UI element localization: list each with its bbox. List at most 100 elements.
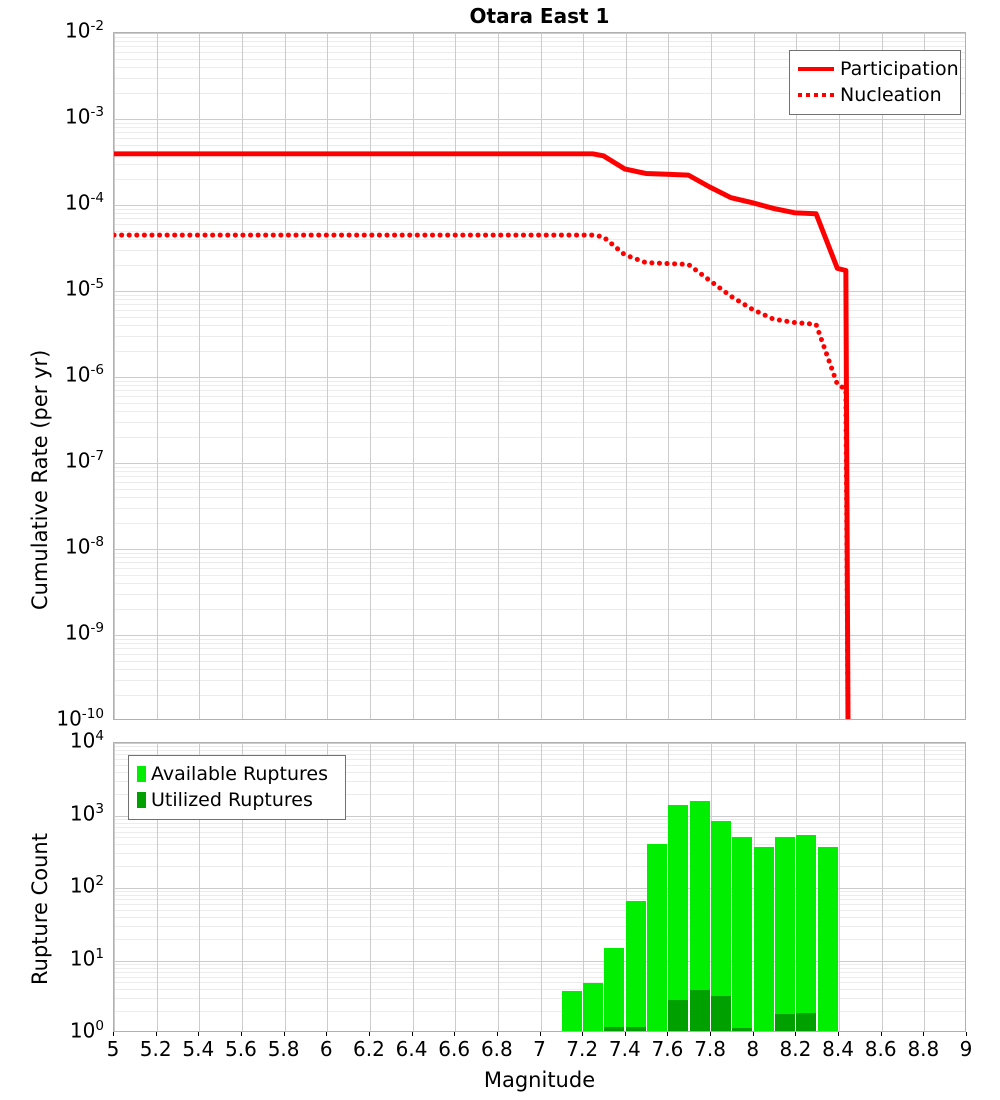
gridline-vertical: [924, 743, 926, 1031]
legend-item-label: Available Ruptures: [151, 763, 328, 785]
gridline-minor: [114, 971, 965, 973]
gridline-minor: [114, 265, 965, 267]
gridline-minor: [114, 316, 965, 318]
gridline-vertical: [625, 33, 627, 719]
gridline-minor: [114, 638, 965, 640]
y-tick-mantissa: 10: [69, 728, 96, 753]
gridline-major: [114, 743, 965, 744]
bar-utilized: [732, 1028, 753, 1031]
gridline-major: [114, 815, 965, 817]
gridline-vertical: [497, 33, 499, 719]
gridline-vertical: [711, 33, 713, 719]
mfd-curves: [114, 151, 851, 719]
gridline-minor: [114, 853, 965, 855]
x-tick-mark: [752, 1032, 754, 1036]
legend-item[interactable]: Available Ruptures: [137, 761, 337, 787]
gridline-vertical: [241, 743, 243, 1031]
x-tick-mark: [795, 1032, 797, 1036]
gridline-minor: [114, 643, 965, 645]
gridline-minor: [114, 471, 965, 473]
bar-available: [625, 901, 646, 1031]
y-tick-mantissa: 10: [64, 104, 91, 129]
bar-available: [817, 847, 838, 1031]
y-tick-label: 10-4: [65, 190, 104, 215]
y-tick-mantissa: 10: [64, 362, 91, 387]
gridline-vertical: [156, 743, 158, 1031]
gridline-minor: [114, 36, 965, 38]
gridline-vertical: [369, 743, 371, 1031]
bar-available: [668, 805, 689, 1031]
legend-item[interactable]: Nucleation: [798, 82, 952, 108]
bar-utilized: [668, 999, 689, 1031]
gridline-minor: [114, 213, 965, 215]
x-tick-mark: [838, 1032, 840, 1036]
gridline-minor: [114, 826, 965, 828]
gridline-minor: [114, 925, 965, 927]
gridline-minor: [114, 562, 965, 564]
gridline-minor: [114, 239, 965, 241]
bar-available: [583, 982, 603, 1031]
gridline-vertical: [327, 743, 329, 1031]
gridline-minor: [114, 759, 965, 761]
gridline-minor: [114, 488, 965, 490]
gridline-major: [114, 463, 965, 464]
x-tick-label: 7: [533, 1037, 546, 1061]
x-tick-label: 6.2: [352, 1037, 385, 1061]
gridline-minor: [114, 385, 965, 387]
gridline-minor: [114, 754, 965, 756]
gridline-minor: [114, 351, 965, 353]
x-tick-mark: [923, 1032, 925, 1036]
gridline-minor: [114, 989, 965, 991]
gridline-minor: [114, 916, 965, 918]
y-tick-mantissa: 10: [64, 620, 91, 645]
curve-nucleation: [114, 232, 851, 719]
legend-item[interactable]: Participation: [798, 56, 959, 82]
gridline-major: [114, 119, 965, 120]
gridline-minor: [114, 593, 965, 595]
legend-item[interactable]: Utilized Ruptures: [137, 787, 337, 813]
gridline-minor: [114, 648, 965, 650]
gridline-vertical: [668, 33, 670, 719]
x-tick-mark: [198, 1032, 200, 1036]
x-tick-label: 6.6: [438, 1037, 471, 1061]
bar-group: [114, 743, 965, 1031]
gridline-minor: [114, 844, 965, 846]
x-tick-mark: [411, 1032, 413, 1036]
gridline-minor: [114, 497, 965, 499]
gridline-minor: [114, 294, 965, 296]
gridline-minor: [114, 335, 965, 337]
y-tick-label: 10-9: [65, 620, 104, 645]
bar-utilized: [775, 1014, 795, 1031]
gridline-vertical: [199, 33, 201, 719]
bar-available: [796, 835, 817, 1031]
gridline-minor: [114, 138, 965, 140]
y-tick-label: 100: [70, 1018, 104, 1043]
gridline-vertical: [199, 743, 201, 1031]
gridline-minor: [114, 224, 965, 226]
x-tick-label: 8.8: [907, 1037, 940, 1061]
cumulative-rate-plot: [113, 32, 966, 720]
gridline-minor: [114, 909, 965, 911]
gridline-minor: [114, 411, 965, 413]
gridline-minor: [114, 299, 965, 301]
page-title: Otara East 1: [469, 4, 610, 28]
gridline-vertical: [412, 743, 414, 1031]
gridline-vertical: [753, 33, 755, 719]
y-tick-mantissa: 10: [69, 801, 96, 826]
y-tick-exponent: -8: [90, 534, 104, 550]
gridline-minor: [114, 52, 965, 54]
gridline-minor: [114, 899, 965, 901]
x-tick-label: 6.8: [480, 1037, 513, 1061]
gridline-minor: [114, 476, 965, 478]
x-tick-label: 7.8: [694, 1037, 726, 1061]
x-tick-mark: [624, 1032, 626, 1036]
gridline-minor: [114, 122, 965, 124]
gridline-vertical: [497, 743, 499, 1031]
gridline-minor: [114, 557, 965, 559]
bar-utilized: [604, 1026, 625, 1031]
x-tick-mark: [667, 1032, 669, 1036]
gridline-minor: [114, 695, 965, 697]
gridline-major: [114, 291, 965, 292]
x-tick-label: 5: [106, 1037, 120, 1061]
gridline-vertical: [114, 33, 115, 719]
